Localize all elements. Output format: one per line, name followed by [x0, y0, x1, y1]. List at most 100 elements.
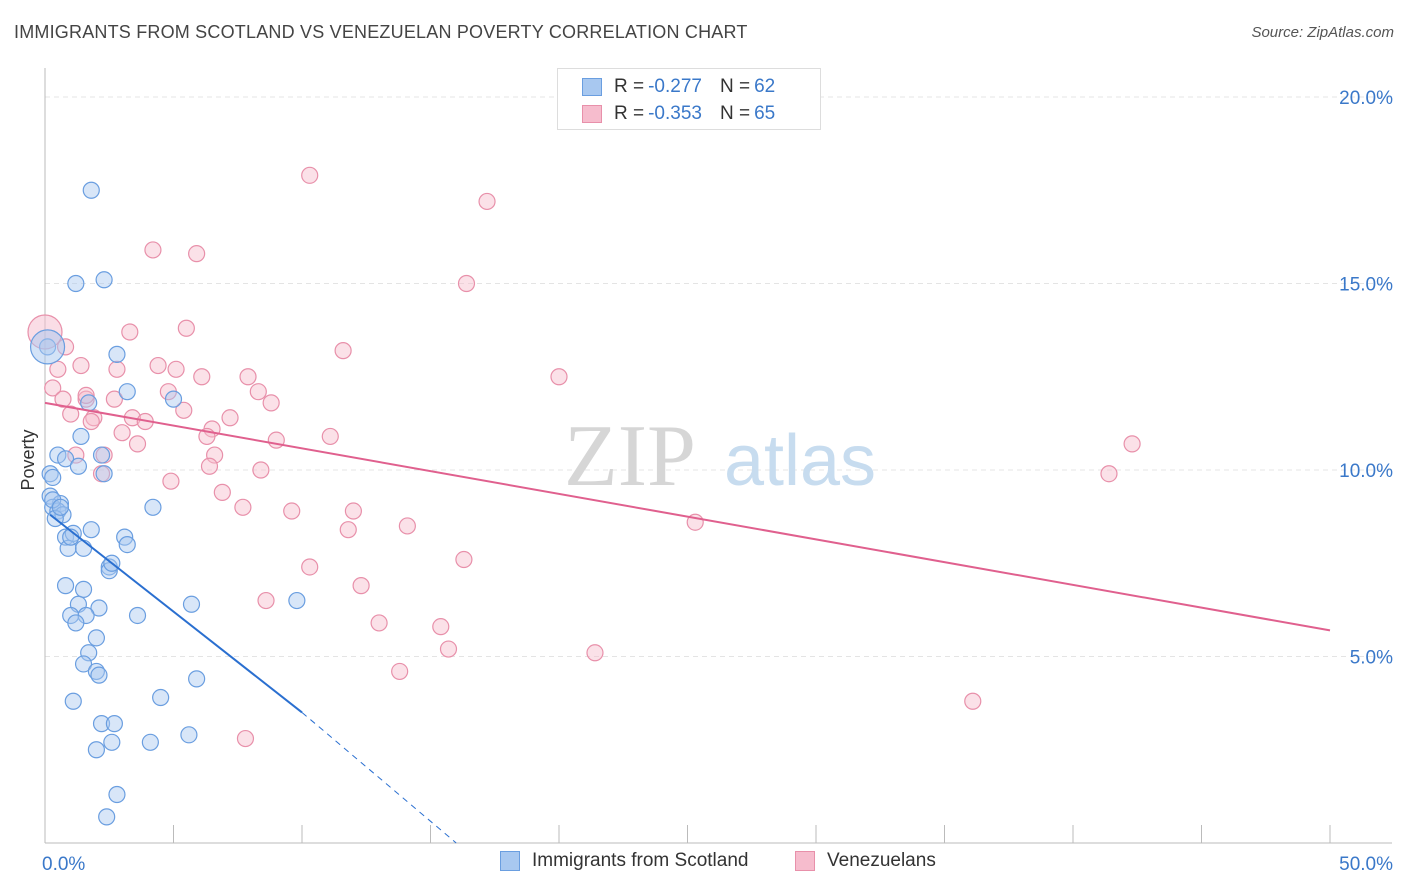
venezuelans-point: [144, 241, 162, 259]
scotland-trend-line: [49, 513, 303, 714]
venezuelans-point: [213, 483, 231, 501]
venezuelans-point: [121, 323, 139, 341]
scotland-point: [180, 726, 198, 744]
scotland-point: [103, 733, 121, 751]
venezuelans-point: [352, 577, 370, 595]
venezuelans-point: [113, 424, 131, 442]
axes: [44, 825, 1392, 844]
axis-labels: 5.0% 10.0% 15.0% 20.0% 0.0% 50.0% Poverty: [18, 88, 1393, 875]
venezuelans-point: [478, 192, 496, 211]
venezuelans-point: [167, 360, 185, 378]
x-tick-label-max: 50.0%: [1339, 854, 1393, 875]
n-label: N =: [719, 103, 751, 124]
scotland-point: [92, 446, 111, 464]
y-tick-label: 20.0%: [1339, 88, 1393, 109]
scotland-point: [152, 688, 170, 707]
legend-item-venezuelans[interactable]: Venezuelans: [795, 850, 936, 872]
venezuelans-point: [62, 405, 80, 423]
venezuelans-point: [149, 356, 167, 375]
venezuelans-point: [339, 521, 357, 539]
venezuelans-point: [82, 412, 100, 431]
venezuelans-point: [188, 245, 206, 263]
scotland-point: [67, 614, 85, 632]
scotland-point: [82, 181, 100, 199]
scotland-point: [56, 450, 75, 468]
venezuelans-point: [262, 394, 280, 412]
scotland-trend-extension: [301, 712, 457, 844]
y-axis-label: Poverty: [18, 429, 38, 490]
scotland-point: [82, 521, 100, 539]
venezuelans-point: [439, 640, 458, 658]
venezuelans-point: [54, 390, 72, 408]
scotland-point: [87, 741, 106, 759]
venezuelans-point: [221, 409, 239, 427]
venezuelans-point: [234, 498, 252, 516]
venezuelans-point: [1123, 435, 1141, 453]
venezuelans-point: [67, 446, 85, 464]
correlation-legend: R = -0.277 N = 62 R = -0.353 N = 65: [557, 68, 821, 130]
venezuelans-point: [128, 435, 147, 453]
scotland-point: [67, 274, 85, 293]
venezuelans-trend-line: [44, 401, 1331, 632]
venezuelans-point: [586, 644, 604, 662]
scotland-point: [141, 733, 159, 751]
venezuelans-point: [457, 274, 476, 293]
x-tick-label-min: 0.0%: [42, 854, 85, 875]
venezuelans-point: [175, 401, 193, 419]
legend-row-scotland: R = -0.277 N = 62: [582, 75, 775, 99]
watermark-zip: ZIP: [564, 408, 696, 505]
venezuelans-point: [252, 461, 270, 479]
scotland-point: [118, 383, 136, 401]
n-value: 62: [754, 76, 776, 97]
r-label: R =: [614, 103, 645, 124]
venezuelans-point: [344, 502, 362, 520]
r-value: -0.277: [648, 76, 702, 97]
venezuelans-point: [550, 368, 568, 386]
r-value: -0.353: [648, 103, 702, 124]
pink-swatch: [795, 851, 815, 871]
venezuelans-point: [1100, 465, 1118, 483]
scotland-point: [74, 655, 93, 673]
venezuelans-point: [193, 368, 211, 386]
venezuelans-point: [370, 614, 388, 632]
venezuelans-point: [432, 618, 450, 636]
venezuelans-point: [236, 729, 255, 748]
trend-lines: [44, 401, 1331, 844]
venezuelans-point: [257, 591, 275, 610]
scotland-point: [144, 498, 162, 516]
venezuelans-point: [49, 360, 67, 378]
scotland-point: [90, 666, 108, 684]
scotland-point: [118, 535, 136, 554]
venezuelans-point: [455, 550, 473, 569]
scotland-point: [87, 629, 106, 647]
scotland-point: [72, 427, 90, 446]
venezuelans-point: [964, 692, 982, 710]
venezuelans-point: [162, 472, 180, 490]
venezuelans-point: [301, 166, 319, 184]
n-label: N =: [719, 76, 751, 97]
scotland-big-point: [29, 329, 66, 365]
legend-label-venezuelans: Venezuelans: [827, 850, 936, 871]
scotland-point: [105, 715, 123, 733]
scotland-point: [182, 595, 201, 613]
gridlines: [44, 68, 1392, 843]
legend-item-scotland[interactable]: Immigrants from Scotland: [500, 850, 748, 872]
n-value: 65: [754, 103, 776, 124]
watermark: ZIP atlas: [564, 408, 876, 505]
chart-title: IMMIGRANTS FROM SCOTLAND VS VENEZUELAN P…: [14, 22, 748, 42]
blue-swatch: [582, 78, 602, 96]
scotland-point: [51, 498, 70, 516]
scotland-point: [80, 644, 98, 662]
scotland-point: [74, 539, 93, 557]
venezuelans-points: [27, 166, 1141, 748]
venezuelans-point: [177, 319, 195, 337]
pink-swatch: [582, 105, 602, 123]
scotland-points: [29, 181, 306, 826]
venezuelans-point: [108, 360, 126, 378]
venezuelans-point: [321, 427, 339, 446]
scotland-point: [128, 606, 147, 625]
venezuelans-point: [301, 558, 319, 576]
venezuelans-point: [206, 446, 224, 464]
venezuelans-point: [105, 390, 123, 408]
venezuelans-point: [249, 383, 267, 401]
